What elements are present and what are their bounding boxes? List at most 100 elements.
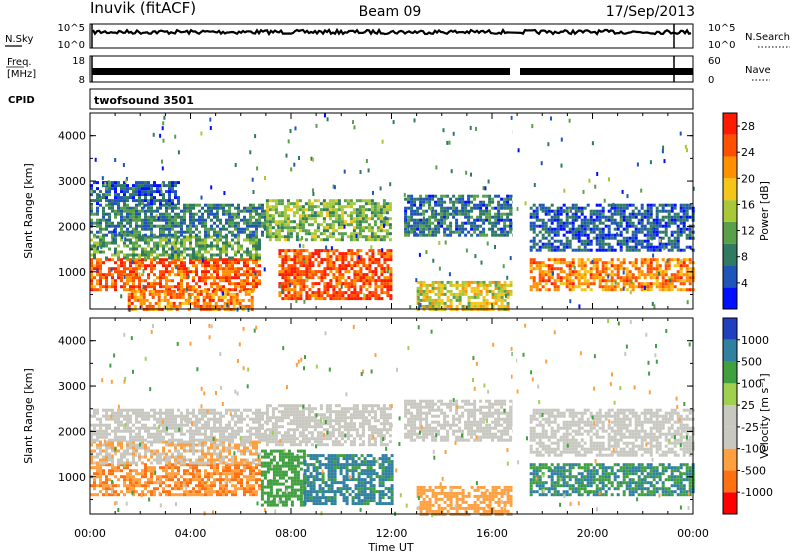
velocity-cell (126, 452, 129, 456)
velocity-cell (228, 469, 231, 473)
power-cell (287, 270, 291, 274)
cpid-value: twofsound 3501 (94, 94, 194, 107)
power-cell (349, 235, 353, 239)
power-cell (541, 245, 545, 249)
velocity-cell (231, 463, 234, 467)
power-cell (538, 267, 542, 271)
power-cell (568, 221, 572, 225)
velocity-cell (99, 452, 102, 456)
power-speckle (426, 218, 429, 223)
power-cell (329, 249, 333, 253)
power-speckle (384, 216, 387, 221)
velocity-cell (108, 443, 111, 447)
power-cell (268, 199, 272, 203)
power-cell (664, 270, 668, 274)
power-cell (293, 276, 297, 280)
power-cell (364, 202, 368, 206)
power-cell (667, 239, 671, 243)
power-cell (383, 258, 387, 262)
power-cell (156, 282, 159, 286)
power-cell (580, 224, 584, 228)
power-cell (139, 304, 143, 308)
power-cell (506, 200, 510, 204)
power-cell (93, 221, 96, 225)
power-cell (568, 264, 572, 268)
power-cell (299, 270, 303, 274)
power-cell (368, 249, 372, 253)
power-cell (607, 236, 611, 240)
power-speckle (206, 243, 209, 248)
power-cell (274, 208, 278, 212)
power-cell (296, 291, 300, 295)
velocity-cell (225, 481, 228, 485)
power-speckle (359, 170, 362, 174)
power-cell (240, 244, 243, 248)
power-cell (189, 215, 192, 219)
power-cell (135, 230, 138, 234)
power-cell (195, 282, 198, 286)
power-cell (500, 304, 504, 308)
power-cell (144, 196, 147, 200)
velocity-cell (105, 461, 108, 465)
power-cell (640, 206, 644, 210)
power-cell (210, 282, 213, 286)
power-cell (497, 206, 501, 210)
velocity-cell (132, 443, 135, 447)
power-cell (326, 294, 330, 298)
power-cell (592, 276, 596, 280)
velocity-cell (189, 461, 192, 465)
power-cell (323, 273, 327, 277)
power-cell (126, 227, 129, 231)
power-cell (338, 279, 342, 283)
power-speckle (415, 278, 418, 283)
power-cell (407, 194, 411, 198)
velocity-cell (255, 466, 258, 470)
power-cell (114, 253, 117, 257)
power-cell (410, 218, 414, 222)
power-cell (261, 212, 264, 216)
power-cell (568, 270, 572, 274)
power-cell (425, 292, 429, 296)
power-cell (249, 267, 252, 271)
power-cell (565, 276, 569, 280)
power-cell (607, 218, 611, 222)
power-cell (440, 286, 444, 290)
power-cell (529, 206, 533, 210)
power-cell (150, 224, 153, 228)
power-cell (162, 276, 165, 280)
power-cell (685, 236, 689, 240)
power-cell (207, 288, 210, 292)
velocity-cell (144, 469, 147, 473)
power-speckle (343, 224, 346, 229)
power-cell (622, 215, 626, 219)
power-cell (234, 273, 237, 277)
velocity-cell (141, 446, 144, 450)
power-cell (428, 203, 432, 207)
power-cell (571, 258, 575, 262)
power-cell (168, 215, 171, 219)
power-cell (362, 273, 366, 277)
power-cell (178, 304, 182, 308)
velocity-cell (198, 484, 201, 488)
power-cell (120, 227, 123, 231)
power-cell (559, 270, 563, 274)
power-cell (544, 245, 548, 249)
power-cell (284, 267, 288, 271)
power-cell (610, 233, 614, 237)
power-cell (181, 292, 185, 296)
power-cell (130, 301, 134, 305)
power-cell (138, 288, 141, 292)
power-cell (643, 239, 647, 243)
power-cell (455, 212, 459, 216)
power-cell (278, 273, 282, 277)
power-cell (455, 283, 459, 287)
power-cell (168, 230, 171, 234)
power-cell (682, 215, 686, 219)
power-cell (141, 184, 144, 188)
power-cell (470, 221, 474, 225)
power-colorbar-swatch (723, 113, 737, 135)
power-cell (355, 238, 359, 242)
velocity-cell (192, 449, 195, 453)
power-cell (258, 241, 261, 245)
power-cell (199, 292, 203, 296)
